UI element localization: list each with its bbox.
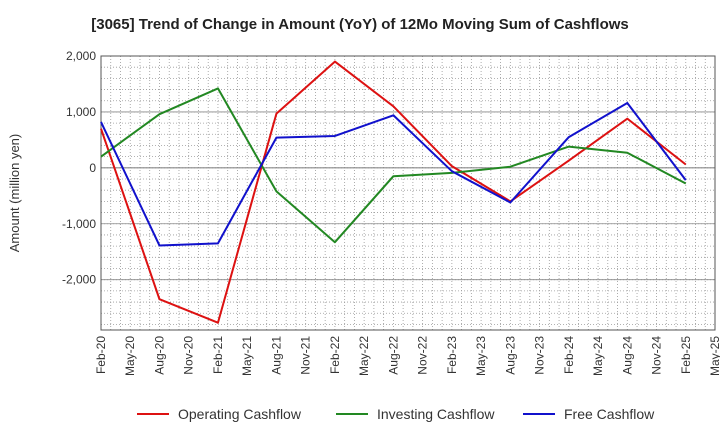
x-tick-label: Nov-24 <box>650 336 664 375</box>
x-tick-label: Feb-23 <box>445 336 459 374</box>
grid <box>101 55 715 330</box>
x-tick-label: Nov-20 <box>182 336 196 375</box>
x-tick-label: Feb-22 <box>328 336 342 374</box>
y-tick-label: 2,000 <box>66 49 96 63</box>
x-tick-label: May-25 <box>708 336 720 376</box>
x-axis: Feb-20 May-20 Aug-20 Nov-20 Feb-21 May-21 Aug-… <box>94 336 720 376</box>
x-tick-label: Aug-20 <box>152 336 166 375</box>
plot-frame <box>100 55 716 331</box>
legend-label-operating-cashflow: Operating Cashflow <box>178 406 302 422</box>
x-tick-label: Aug-22 <box>386 336 400 375</box>
y-tick-label: 0 <box>89 161 96 175</box>
series-line-operating-cashflow <box>100 60 687 324</box>
y-tick-label: -1,000 <box>62 217 96 231</box>
x-tick-label: Feb-20 <box>94 336 108 374</box>
series-line-free-cashflow <box>100 101 687 247</box>
series-line-investing-cashflow <box>100 87 687 244</box>
x-tick-label: May-20 <box>123 336 137 376</box>
x-tick-label: Nov-23 <box>533 336 547 375</box>
x-tick-label: Feb-21 <box>211 336 225 374</box>
x-tick-label: Nov-21 <box>299 336 313 375</box>
y-axis-title: Amount (million yen) <box>7 134 22 253</box>
series-lines <box>100 60 687 324</box>
x-tick-label: Aug-24 <box>620 336 634 375</box>
y-tick-label: -2,000 <box>62 273 96 287</box>
x-tick-label: Feb-24 <box>562 336 576 374</box>
x-tick-label: Aug-21 <box>269 336 283 375</box>
x-tick-label: Nov-22 <box>416 336 430 375</box>
legend-label-free-cashflow: Free Cashflow <box>564 406 655 422</box>
chart-title: [3065] Trend of Change in Amount (YoY) o… <box>91 16 629 33</box>
x-tick-label: May-24 <box>591 336 605 376</box>
x-tick-label: Feb-25 <box>679 336 693 374</box>
legend-label-investing-cashflow: Investing Cashflow <box>377 406 495 422</box>
x-tick-label: May-21 <box>240 336 254 376</box>
x-tick-label: May-23 <box>474 336 488 376</box>
legend: Operating Cashflow Investing Cashflow Free… <box>137 406 655 422</box>
x-tick-label: May-22 <box>357 336 371 376</box>
y-axis: 2,000 1,000 0 -1,000 -2,000 <box>62 49 96 287</box>
y-tick-label: 1,000 <box>66 105 96 119</box>
x-tick-label: Aug-23 <box>503 336 517 375</box>
